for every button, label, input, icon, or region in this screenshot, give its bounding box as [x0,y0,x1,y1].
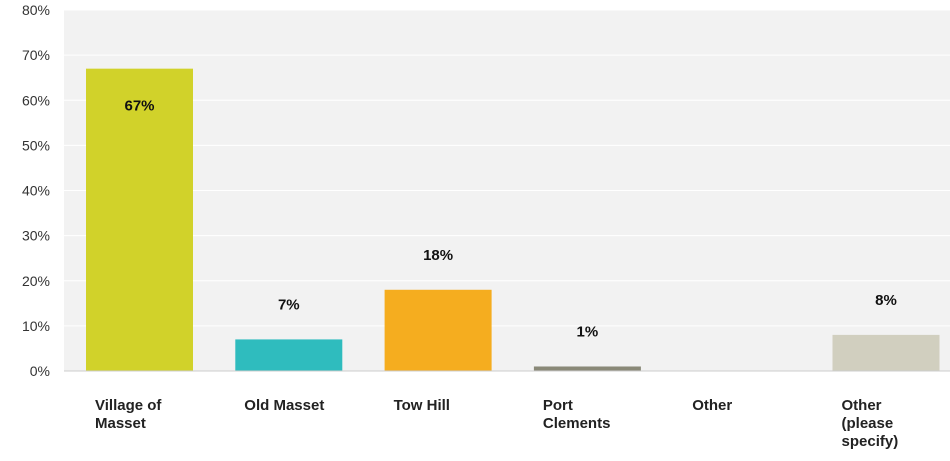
data-label: 67% [124,98,154,115]
data-label: 7% [278,296,300,313]
x-category-label: Old Masset [244,397,324,414]
data-label: 8% [875,292,897,309]
bar [384,289,492,371]
x-category-label: Other [692,397,732,414]
y-tick-label: 20% [22,273,50,289]
y-tick-label: 80% [22,2,50,18]
x-category-label: Tow Hill [394,397,450,414]
bar [86,68,193,371]
data-label: 1% [577,323,599,340]
y-tick-label: 60% [22,92,50,108]
bar [533,366,641,371]
bar [832,334,940,371]
x-category-label: Village of Masset [95,397,162,432]
x-axis-category-labels: Village of Masset Old Masset Tow Hill Port Cl… [95,397,898,450]
x-category-label: Port Clements [543,397,611,432]
y-axis-tick-labels: 0% 10% 20% 30% 40% 50% 60% 70% 80% [22,2,50,379]
data-labels: 67% 7% 18% 1% 8% [124,98,896,341]
bar [235,339,343,371]
y-tick-label: 10% [22,318,50,334]
y-tick-label: 30% [22,228,50,244]
y-tick-label: 70% [22,47,50,63]
data-label: 18% [423,247,453,264]
y-tick-label: 40% [22,183,50,199]
y-tick-label: 0% [30,363,50,379]
y-tick-label: 50% [22,137,50,153]
bars [86,68,940,371]
gridlines [64,9,950,327]
x-category-label: Other (please specify) [842,397,899,450]
